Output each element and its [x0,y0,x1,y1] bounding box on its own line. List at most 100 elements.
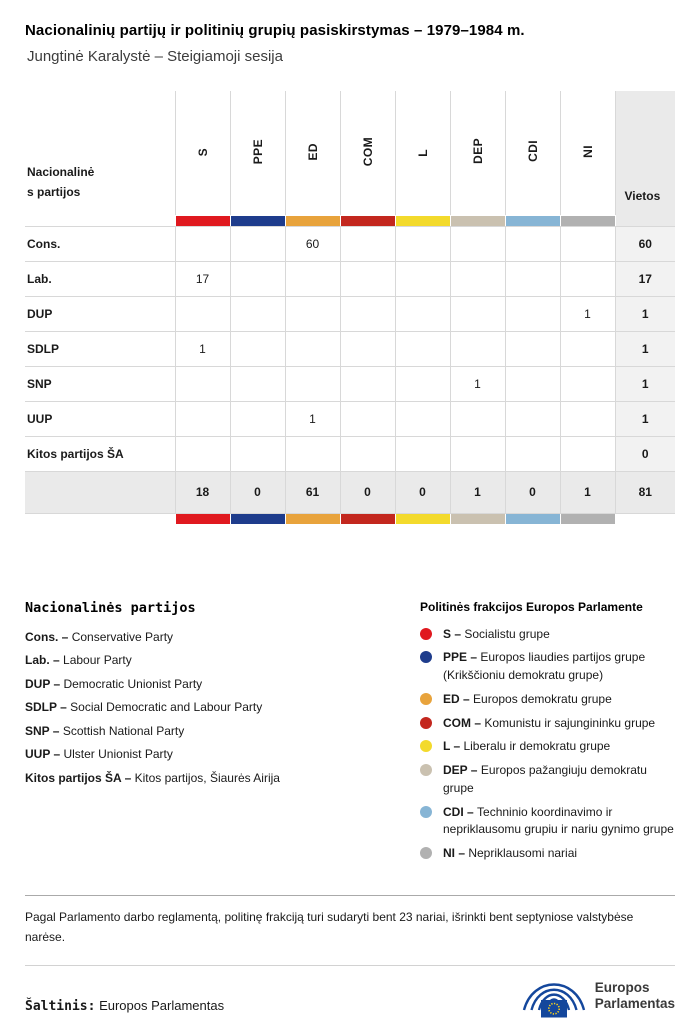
seats-cell: 17 [614,260,676,297]
seats-cell: 60 [614,225,676,262]
column-label-PPE: PPE [250,138,265,164]
totals-label-cell [24,470,176,514]
seats-column-header: Vietos [614,90,676,216]
color-bar-row-bottom [24,512,676,524]
value-cell-COM [339,295,396,332]
group-legend-item: CDI – Techninio koordinavimo ir neprikla… [420,804,675,839]
group-color-dot-PPE [420,651,432,664]
party-legend-item: Lab. – Labour Party [25,653,132,667]
national-parties-legend: Nacionalinės partijos Cons. – Conservati… [25,600,420,869]
value-cell-NI [559,400,616,437]
group-legend-item: L – Liberalu ir demokratu grupe [420,738,675,755]
party-legend-item: Kitos partijos ŠA – Kitos partijos, Šiau… [25,770,280,785]
value-cell-COM [339,330,396,367]
party-legend-item: SNP – Scottish National Party [25,723,185,738]
column-label-DEP: DEP [470,138,485,165]
color-bar-DEP [450,513,505,524]
group-color-dot-CDI [420,805,432,818]
value-cell-NI [559,225,616,262]
seats-cell: 0 [614,435,676,472]
value-cell-PPE [229,225,286,262]
color-bar-L [395,513,450,524]
group-legend-abbr: CDI – [443,804,478,819]
seats-cell: 1 [614,295,676,332]
color-bar-row-top [24,214,676,227]
national-parties-legend-heading: Nacionalinės partijos [25,599,196,616]
group-legend-abbr: S – [443,626,465,641]
color-bar-ED [285,513,340,524]
group-color-dot-ED [420,692,432,705]
group-color-dot-DEP [420,764,432,777]
color-bar-DEP [450,215,505,226]
value-cell-S [174,400,231,437]
column-label-L: L [415,149,430,157]
party-legend-abbr: DUP – [25,676,64,691]
party-label: SNP [24,365,176,402]
table-row-Kitos-partijos-A: Kitos partijos ŠA 0 [24,435,676,472]
totals-cell-PPE: 0 [229,470,286,514]
value-cell-ED: 60 [284,225,341,262]
party-legend-item: SDLP – Social Democratic and Labour Part… [25,700,263,714]
party-legend-abbr: SDLP – [25,700,71,714]
group-color-bar-ED [284,214,341,227]
value-cell-COM [339,435,396,472]
totals-cell-COM: 0 [339,470,396,514]
totals-row: 18 0 61 0 0 1 0 1 81 [24,470,676,514]
value-cell-S [174,365,231,402]
value-cell-DEP [449,435,506,472]
group-legend-abbr: PPE – [443,650,481,665]
group-legend-item: NI – Nepriklausomi nariai [420,845,675,862]
group-color-bar-ED [284,512,341,524]
group-color-bar-S [174,512,231,524]
value-cell-ED: 1 [284,400,341,437]
group-color-dot-NI [420,846,432,859]
party-legend-abbr: Kitos partijos ŠA – [25,770,135,785]
row-group-header: Nacionalinės partijos [24,90,176,216]
party-legend-abbr: SNP – [25,723,63,738]
value-cell-S: 1 [174,330,231,367]
column-header-L: L [394,90,451,216]
national-parties-legend-list: Cons. – Conservative Party Lab. – Labour … [25,630,420,785]
value-cell-COM [339,225,396,262]
value-cell-CDI [504,330,561,367]
totals-cell-S: 18 [174,470,231,514]
value-cell-ED [284,330,341,367]
group-color-bar-L [394,512,451,524]
value-cell-L [394,330,451,367]
value-cell-CDI [504,400,561,437]
value-cell-DEP [449,260,506,297]
column-header-CDI: CDI [504,90,561,216]
value-cell-NI [559,435,616,472]
value-cell-S [174,225,231,262]
column-label-CDI: CDI [525,140,540,163]
value-cell-NI [559,330,616,367]
color-bar-S [175,513,230,524]
value-cell-PPE [229,330,286,367]
value-cell-L [394,225,451,262]
value-cell-L [394,295,451,332]
value-cell-CDI [504,225,561,262]
group-color-dot-S [420,627,432,640]
column-header-S: S [174,90,231,216]
value-cell-L [394,365,451,402]
value-cell-COM [339,365,396,402]
value-cell-PPE [229,365,286,402]
political-groups-legend: Politinės frakcijos Europos Parlamente S… [420,600,675,869]
totals-cell-DEP: 1 [449,470,506,514]
color-bar-L [395,215,450,226]
group-color-bar-COM [339,214,396,227]
value-cell-DEP: 1 [449,365,506,402]
party-label: Kitos partijos ŠA [24,435,176,472]
column-header-NI: NI [559,90,616,216]
value-cell-NI [559,260,616,297]
party-label: UUP [24,400,176,437]
value-cell-CDI [504,260,561,297]
table-row-Lab-: Lab. 17 17 [24,260,676,297]
group-color-bar-CDI [504,214,561,227]
distribution-table: Nacionalinės partijos S PPE ED COM L DEP CDI NI… [24,90,676,524]
value-cell-PPE [229,400,286,437]
value-cell-PPE [229,260,286,297]
party-legend-item: UUP – Ulster Unionist Party [25,747,173,761]
value-cell-COM [339,260,396,297]
